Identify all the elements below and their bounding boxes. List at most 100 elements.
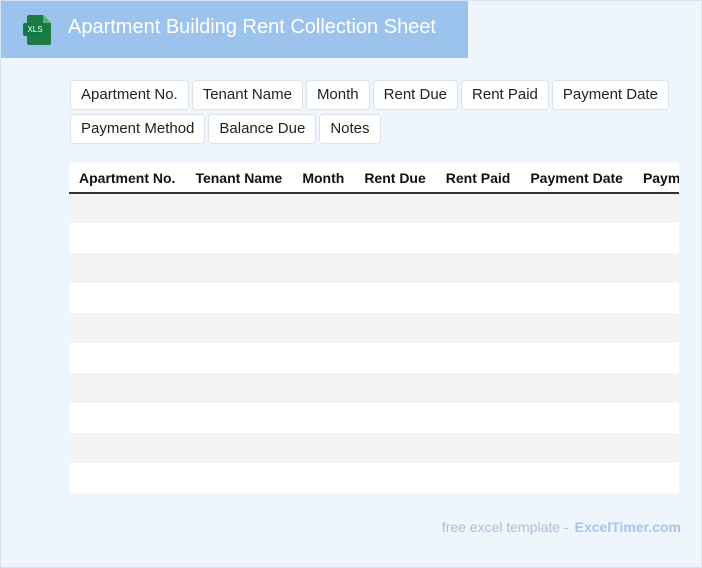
table-row (69, 313, 679, 343)
table-cell (185, 373, 292, 403)
field-chip[interactable]: Payment Method (70, 114, 206, 144)
table-cell (520, 403, 633, 433)
table-cell (520, 433, 633, 463)
table-cell (69, 193, 185, 223)
table-cell (292, 223, 354, 253)
table-cell (633, 433, 679, 463)
footer-text: free excel template - (441, 519, 569, 535)
table-row (69, 373, 679, 403)
table-cell (633, 343, 679, 373)
table-cell (185, 283, 292, 313)
table-cell (292, 253, 354, 283)
table-cell (292, 403, 354, 433)
table-cell (436, 223, 521, 253)
table-cell (633, 403, 679, 433)
table-cell (633, 463, 679, 493)
table-container: Apartment No. Tenant Name Month Rent Due Ren… (69, 163, 679, 493)
table-cell (436, 403, 521, 433)
field-chip[interactable]: Month (305, 80, 370, 110)
field-chip[interactable]: Balance Due (208, 114, 317, 144)
table-cell (633, 193, 679, 223)
table-cell (292, 313, 354, 343)
table-cell (520, 193, 633, 223)
title: Apartment Building Rent Collection Sheet (68, 16, 436, 38)
field-list: Apartment No. Tenant Name Month Rent Due Ren… (70, 80, 670, 144)
column-header: Apartment No. (69, 163, 186, 194)
field-chip[interactable]: Apartment No. (70, 80, 189, 110)
table-cell (69, 313, 185, 343)
table-row (69, 253, 679, 283)
table-cell (354, 283, 435, 313)
table-cell (354, 253, 435, 283)
table-cell (292, 343, 354, 373)
column-header: Month (292, 163, 355, 194)
footer: free excel template - ExcelTimer.com (442, 519, 681, 535)
table-cell (436, 193, 521, 223)
field-chip[interactable]: Payment Date (551, 80, 669, 110)
table-cell (354, 313, 435, 343)
table-cell (436, 343, 521, 373)
table-cell (292, 193, 354, 223)
table-cell (436, 313, 521, 343)
header-row: Apartment No. Tenant Name Month Rent Due Ren… (69, 163, 679, 194)
file-icon (23, 15, 51, 45)
table-cell (436, 373, 521, 403)
table-cell (185, 223, 292, 253)
table-row (69, 283, 679, 313)
footer-link[interactable]: ExcelTimer.com (574, 519, 681, 535)
table-cell (185, 403, 292, 433)
column-header: Rent Paid (435, 163, 521, 194)
table-cell (185, 253, 292, 283)
table-cell (354, 403, 435, 433)
icon-label: XLS (27, 25, 43, 34)
field-chip[interactable]: Notes (319, 114, 381, 144)
table-row (69, 433, 679, 463)
table-cell (292, 283, 354, 313)
table-cell (354, 223, 435, 253)
table-cell (69, 373, 185, 403)
table-cell (436, 253, 521, 283)
table-cell (633, 283, 679, 313)
table-cell (354, 373, 435, 403)
column-header: Payment Date (520, 163, 633, 194)
table-row (69, 223, 679, 253)
table-cell (520, 283, 633, 313)
table-cell (292, 463, 354, 493)
column-header: Payment Method (632, 163, 679, 194)
table-cell (436, 433, 521, 463)
field-chip[interactable]: Rent Due (372, 80, 459, 110)
table-cell (292, 373, 354, 403)
table-cell (354, 433, 435, 463)
table-cell (633, 313, 679, 343)
table-cell (185, 343, 292, 373)
table-cell (69, 433, 185, 463)
table: Apartment No. Tenant Name Month Rent Due Ren… (69, 163, 679, 493)
table-cell (354, 343, 435, 373)
table-row (69, 193, 679, 223)
column-header: Rent Due (354, 163, 436, 194)
field-chip[interactable]: Rent Paid (461, 80, 549, 110)
table-cell (520, 313, 633, 343)
table-cell (520, 373, 633, 403)
table-cell (69, 253, 185, 283)
table-cell (292, 433, 354, 463)
table-row (69, 403, 679, 433)
table-cell (633, 223, 679, 253)
table-cell (69, 403, 185, 433)
table-row (69, 463, 679, 493)
field-chip[interactable]: Tenant Name (191, 80, 303, 110)
table-cell (185, 313, 292, 343)
table-cell (185, 463, 292, 493)
column-header: Tenant Name (185, 163, 293, 194)
table-cell (520, 253, 633, 283)
table-cell (354, 193, 435, 223)
table-cell (436, 463, 521, 493)
table-cell (633, 373, 679, 403)
table-cell (520, 343, 633, 373)
table-row (69, 343, 679, 373)
table-cell (69, 343, 185, 373)
table-cell (69, 223, 185, 253)
table-cell (520, 223, 633, 253)
table-cell (69, 463, 185, 493)
